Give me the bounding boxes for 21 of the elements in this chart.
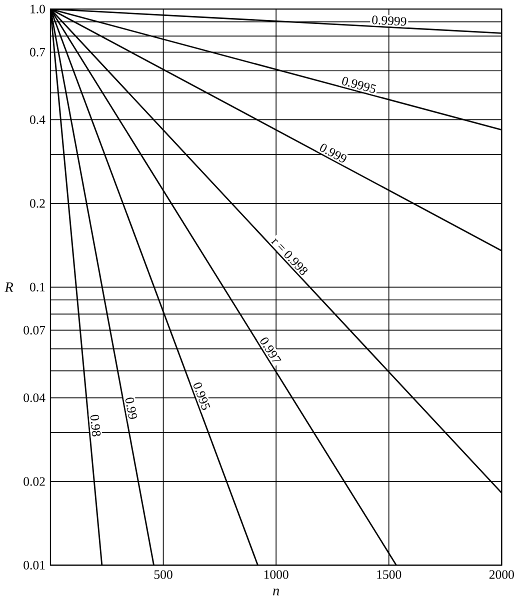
text: 0.99 [125,398,137,419]
x-tick-label: 500 [154,570,172,579]
text: 0.9995 [342,76,376,93]
y-tick-label: 0.04 [24,393,46,402]
y-tick-label: 0.2 [30,199,45,208]
y-tick-label: 0.7 [30,48,46,56]
text: 0.995 [193,382,210,410]
x-tick-label: 1500 [377,570,402,579]
x-tick-label: 1000 [264,570,288,579]
y-tick-label: 0.07 [24,326,46,335]
y-tick-label: 1.0 [30,4,45,14]
x-axis-title: n [272,588,279,596]
y-tick-label: 0.02 [24,477,45,486]
y-tick-label: 0.1 [30,282,45,292]
series-label: 0.9999 [372,16,406,26]
y-tick-label: 0.01 [24,560,45,570]
x-tick-label: 2000 [489,570,514,579]
text: 0.999 [320,144,346,162]
text: 0.98 [90,414,100,436]
y-axis-title: R [4,282,14,292]
y-tick-label: 0.4 [30,115,46,124]
